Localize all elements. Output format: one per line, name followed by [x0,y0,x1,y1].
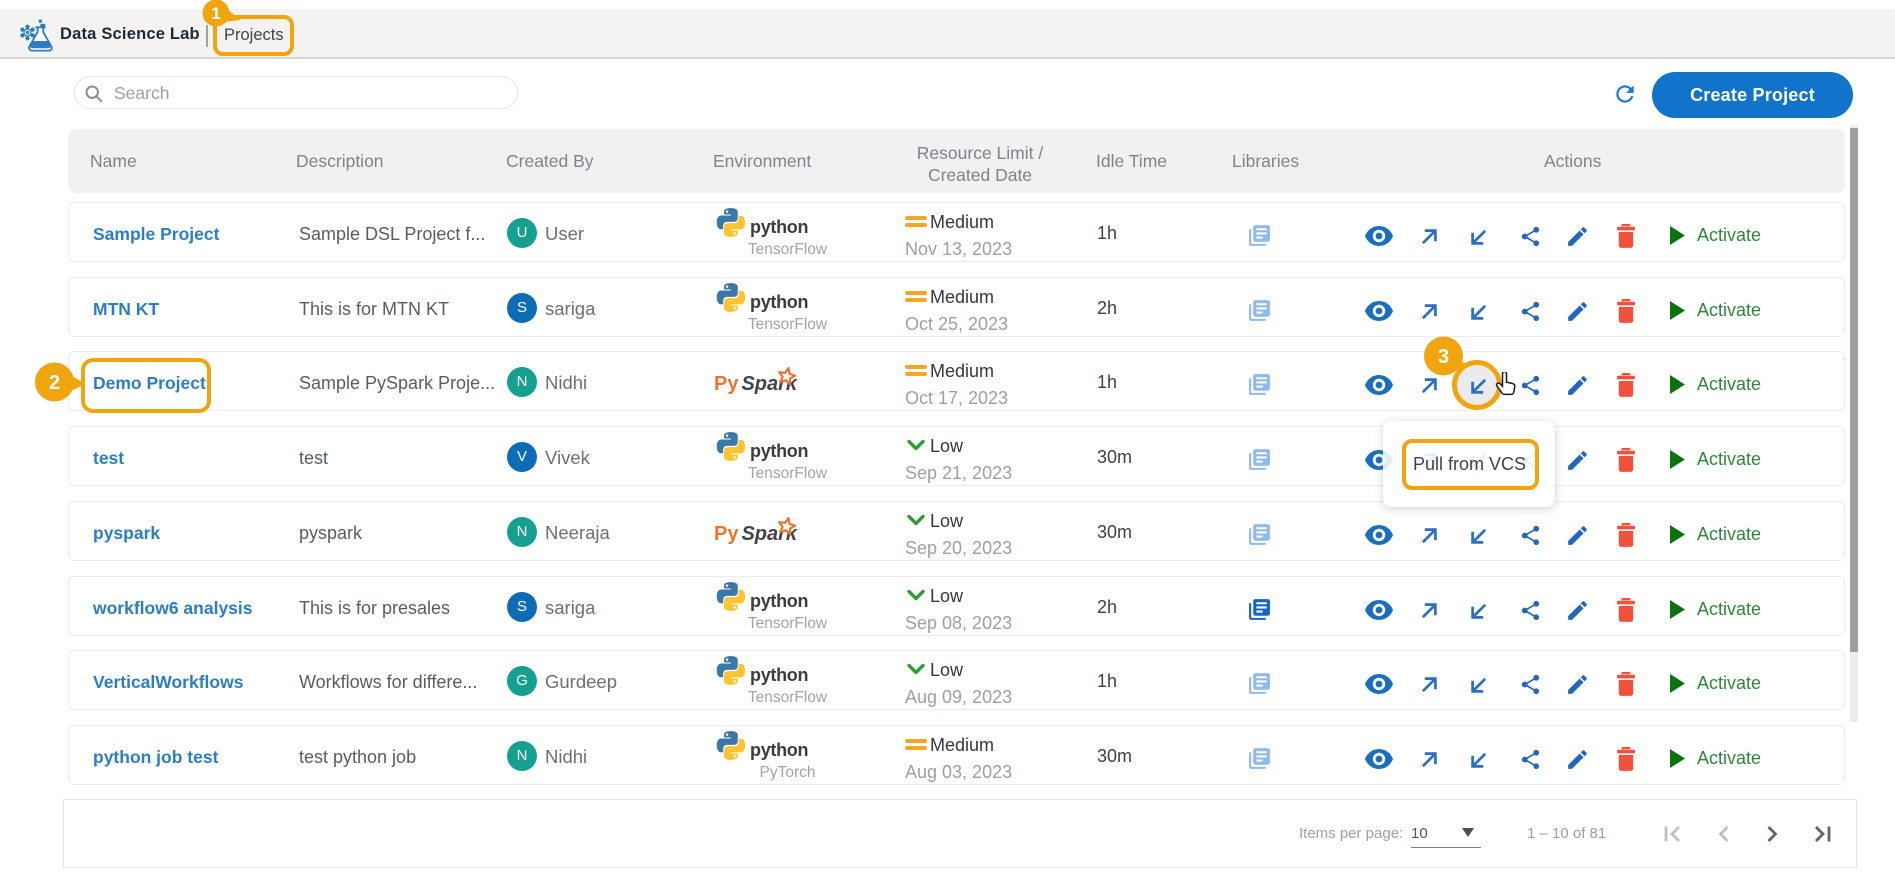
svg-text:3: 3 [1438,346,1449,368]
svg-text:2: 2 [49,372,60,394]
svg-text:1: 1 [211,4,220,23]
